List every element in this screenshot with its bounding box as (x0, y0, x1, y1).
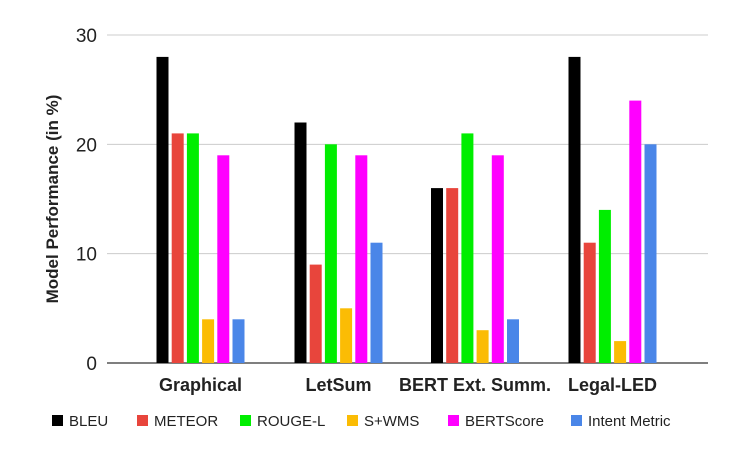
bar-rouge-l-2 (324, 144, 337, 363)
bar-intent-metric-1 (232, 319, 245, 363)
bar-s-wms-4 (614, 341, 627, 363)
bar-bleu-2 (294, 122, 307, 363)
y-tick-label: 0 (86, 354, 97, 375)
bar-rouge-l-3 (461, 133, 474, 363)
legend-label: Intent Metric (588, 413, 671, 430)
bar-bertscore-1 (217, 155, 230, 363)
bars (156, 56, 657, 364)
bar-intent-metric-3 (507, 319, 519, 363)
legend-item: METEOR (137, 413, 218, 430)
bar-bleu-3 (431, 188, 443, 363)
y-tick-label: 20 (76, 135, 97, 156)
legend-swatch (571, 415, 582, 426)
legend-label: ROUGE-L (257, 413, 325, 430)
legend-label: METEOR (154, 413, 218, 430)
legend-item: BERTScore (448, 413, 544, 430)
bar-rouge-l-4 (598, 209, 611, 363)
legend-swatch (240, 415, 251, 426)
bar-rouge-l-1 (186, 133, 199, 363)
legend-swatch (52, 415, 63, 426)
bar-meteor-1 (171, 133, 184, 363)
bar-intent-metric-2 (370, 242, 383, 363)
x-category-label: LetSum (305, 375, 371, 395)
x-category-label: BERT Ext. Summ. (399, 375, 551, 395)
bar-intent-metric-4 (644, 144, 657, 363)
legend-swatch (448, 415, 459, 426)
y-axis-ticks: 0 10 20 30 (76, 26, 97, 375)
legend-item: Intent Metric (571, 413, 671, 430)
bar-bertscore-3 (491, 155, 504, 363)
bar-bertscore-2 (355, 155, 368, 363)
bar-meteor-2 (309, 264, 322, 363)
legend: BLEU METEOR ROUGE-L S+WMS BERTScore Intent Me… (52, 413, 671, 430)
x-axis-categories: Graphical LetSum BERT Ext. Summ. Legal-LED (159, 375, 657, 395)
legend-item: BLEU (52, 413, 108, 430)
bar-s-wms-2 (340, 308, 353, 363)
bar-meteor-3 (446, 188, 459, 363)
legend-label: BLEU (69, 413, 108, 430)
legend-swatch (347, 415, 358, 426)
bar-bertscore-4 (629, 100, 642, 363)
bar-meteor-4 (583, 242, 596, 363)
legend-swatch (137, 415, 148, 426)
legend-label: S+WMS (364, 413, 419, 430)
bar-bleu-4 (568, 56, 581, 364)
legend-item: ROUGE-L (240, 413, 325, 430)
x-category-label: Graphical (159, 375, 242, 395)
legend-label: BERTScore (465, 413, 544, 430)
y-axis-label: Model Performance (in %) (43, 95, 62, 304)
y-tick-label: 30 (76, 26, 97, 47)
y-tick-label: 10 (76, 245, 97, 266)
legend-item: S+WMS (347, 413, 419, 430)
x-category-label: Legal-LED (568, 375, 657, 395)
bar-s-wms-1 (202, 319, 215, 363)
bar-s-wms-3 (476, 330, 489, 363)
bar-bleu-1 (156, 56, 169, 364)
